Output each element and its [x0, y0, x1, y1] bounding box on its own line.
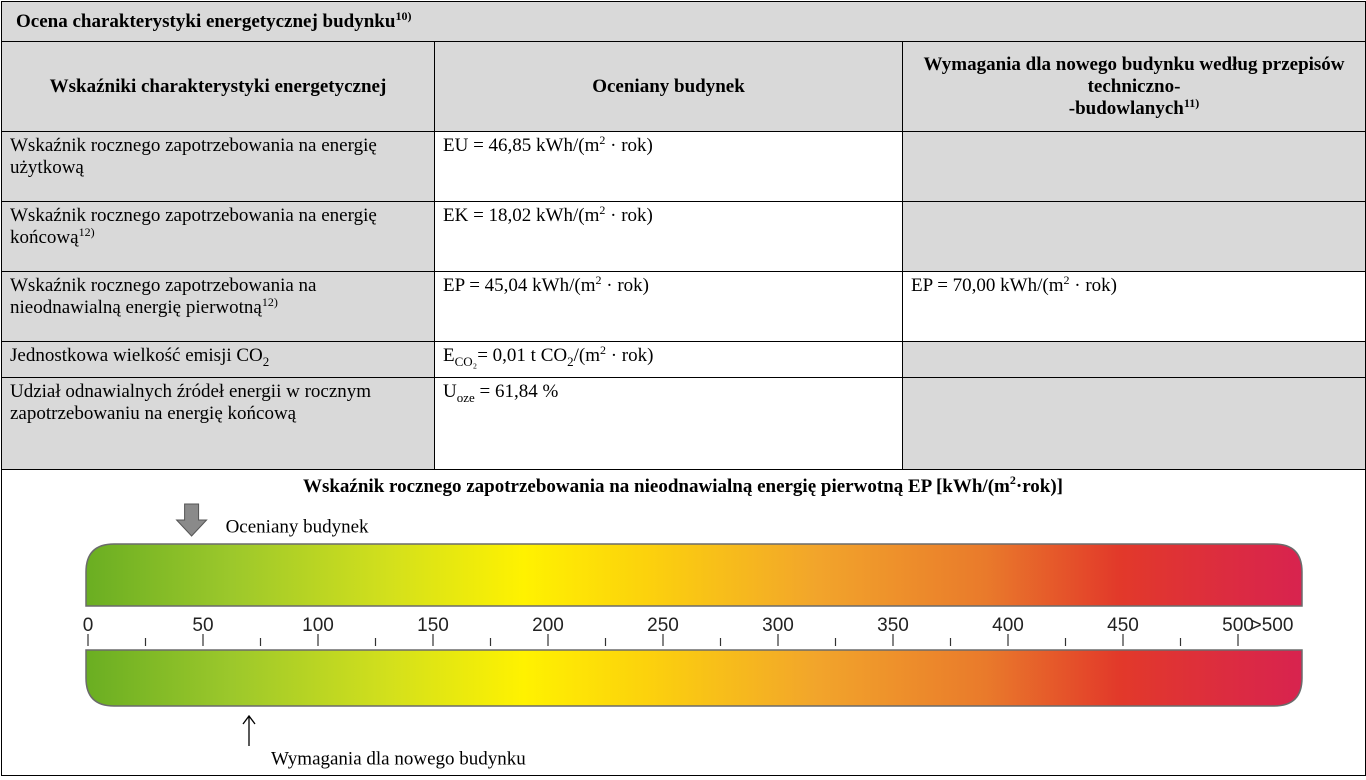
text-segment: Wskaźnik rocznego zapotrzebowania na nie…	[10, 275, 317, 318]
requirement-value: EP = 70,00 kWh/(m2 · rok)	[902, 271, 1366, 342]
requirement-value	[902, 201, 1366, 272]
tick-label: 0	[83, 615, 94, 636]
text-segment: 12)	[261, 295, 278, 309]
text-segment: Wskaźnik rocznego zapotrzebowania na ene…	[10, 205, 377, 248]
requirement-value	[902, 377, 1366, 470]
title-row: Ocena charakterystyki energetycznej budy…	[1, 1, 1366, 42]
requirement-value	[902, 341, 1366, 378]
building-label: Oceniany budynek	[226, 516, 369, 537]
tick-label: 450	[1107, 615, 1139, 636]
text-segment: 2	[262, 354, 270, 369]
text-segment: Ocena charakterystyki energetycznej budy…	[16, 10, 396, 32]
text-segment: Wymagania dla nowego budynku według prze…	[923, 53, 1345, 119]
text-segment: · rok)	[605, 345, 654, 366]
scale-bar-lower	[85, 649, 1303, 707]
header-row: Wskaźniki charakterystyki energetycznej O…	[1, 41, 1366, 132]
requirement-arrow	[242, 714, 256, 746]
tick-label: 500	[1222, 615, 1254, 636]
text-segment: 2	[595, 273, 602, 287]
building-value: EK = 18,02 kWh/(m2 · rok)	[434, 201, 903, 272]
text-segment: ·rok)]	[1016, 476, 1063, 497]
text-segment: EK = 18,02 kWh/(m	[443, 205, 600, 226]
tick-label: 200	[532, 615, 564, 636]
text-segment: oze	[456, 390, 475, 405]
row-label: Wskaźnik rocznego zapotrzebowania na nie…	[1, 271, 435, 342]
text-segment: Wskaźnik rocznego zapotrzebowania na ene…	[10, 135, 377, 178]
requirement-label: Wymagania dla nowego budynku	[271, 748, 526, 769]
tick-label: 100	[302, 615, 334, 636]
data-row: Wskaźnik rocznego zapotrzebowania na ene…	[1, 201, 1366, 272]
text-segment: EU = 46,85 kWh/(m	[443, 135, 600, 156]
text-segment: U	[443, 381, 457, 402]
text-segment: Wskaźniki charakterystyki energetycznej	[49, 75, 387, 97]
text-segment: /(m	[573, 345, 600, 366]
text-segment: Udział odnawialnych źródeł energii w roc…	[10, 381, 372, 424]
text-segment: 2	[567, 354, 574, 369]
building-value: Uoze = 61,84 %	[434, 377, 903, 470]
building-arrow	[175, 503, 208, 537]
column-header: Oceniany budynek	[434, 41, 903, 132]
tick-label: 250	[647, 615, 679, 636]
text-segment: · rok)	[601, 275, 649, 296]
text-segment: 11)	[1183, 95, 1200, 110]
requirement-value	[902, 131, 1366, 202]
text-segment: = 0,01 t CO	[477, 345, 568, 366]
row-label: Udział odnawialnych źródeł energii w roc…	[1, 377, 435, 470]
text-segment: 2	[599, 343, 606, 357]
text-segment: Oceniany budynek	[592, 75, 745, 97]
text-segment: EP = 45,04 kWh/(m	[443, 275, 596, 296]
text-segment: 2	[1063, 273, 1070, 287]
scale-bar-upper	[85, 543, 1303, 607]
row-label: Jednostkowa wielkość emisji CO2	[1, 341, 435, 378]
building-value: ECO₂= 0,01 t CO2/(m2 · rok)	[434, 341, 903, 378]
text-segment: = 61,84 %	[474, 381, 559, 402]
text-segment: · rok)	[605, 205, 653, 226]
text-segment: Wskaźnik rocznego zapotrzebowania na nie…	[303, 476, 1010, 497]
tick-label: 350	[877, 615, 909, 636]
tick-label: 400	[992, 615, 1024, 636]
section-title: Ocena charakterystyki energetycznej budy…	[1, 1, 1366, 42]
text-segment: 10)	[395, 8, 412, 23]
column-header: Wskaźniki charakterystyki energetycznej	[1, 41, 435, 132]
data-row: Wskaźnik rocznego zapotrzebowania na ene…	[1, 131, 1366, 202]
text-segment: E	[443, 345, 455, 366]
row-label: Wskaźnik rocznego zapotrzebowania na ene…	[1, 201, 435, 272]
data-row: Jednostkowa wielkość emisji CO2 ECO₂= 0,0…	[1, 341, 1366, 378]
text-segment: 12)	[78, 225, 95, 239]
building-value: EP = 45,04 kWh/(m2 · rok)	[434, 271, 903, 342]
scale-cell: Wskaźnik rocznego zapotrzebowania na nie…	[1, 469, 1366, 776]
building-value: EU = 46,85 kWh/(m2 · rok)	[434, 131, 903, 202]
scale-row: Wskaźnik rocznego zapotrzebowania na nie…	[1, 469, 1366, 776]
data-row: Wskaźnik rocznego zapotrzebowania na nie…	[1, 271, 1366, 342]
text-segment: · rok)	[605, 135, 653, 156]
text-segment: 2	[599, 133, 606, 147]
data-row: Udział odnawialnych źródeł energii w roc…	[1, 377, 1366, 470]
text-segment: CO₂	[454, 354, 478, 369]
energy-scale: Wskaźnik rocznego zapotrzebowania na nie…	[83, 473, 1303, 769]
overflow-label: >500	[1251, 615, 1294, 636]
text-segment: · rok)	[1069, 275, 1117, 296]
column-header: Wymagania dla nowego budynku według prze…	[902, 41, 1366, 132]
text-segment: 2	[599, 203, 606, 217]
text-segment: Jednostkowa wielkość emisji CO	[10, 345, 263, 366]
scale-title: Wskaźnik rocznego zapotrzebowania na nie…	[303, 473, 1063, 498]
text-segment: EP = 70,00 kWh/(m	[911, 275, 1064, 296]
tick-label: 300	[762, 615, 794, 636]
text-segment: 2	[1010, 473, 1016, 487]
row-label: Wskaźnik rocznego zapotrzebowania na ene…	[1, 131, 435, 202]
tick-label: 150	[417, 615, 449, 636]
tick-label: 50	[192, 615, 213, 636]
